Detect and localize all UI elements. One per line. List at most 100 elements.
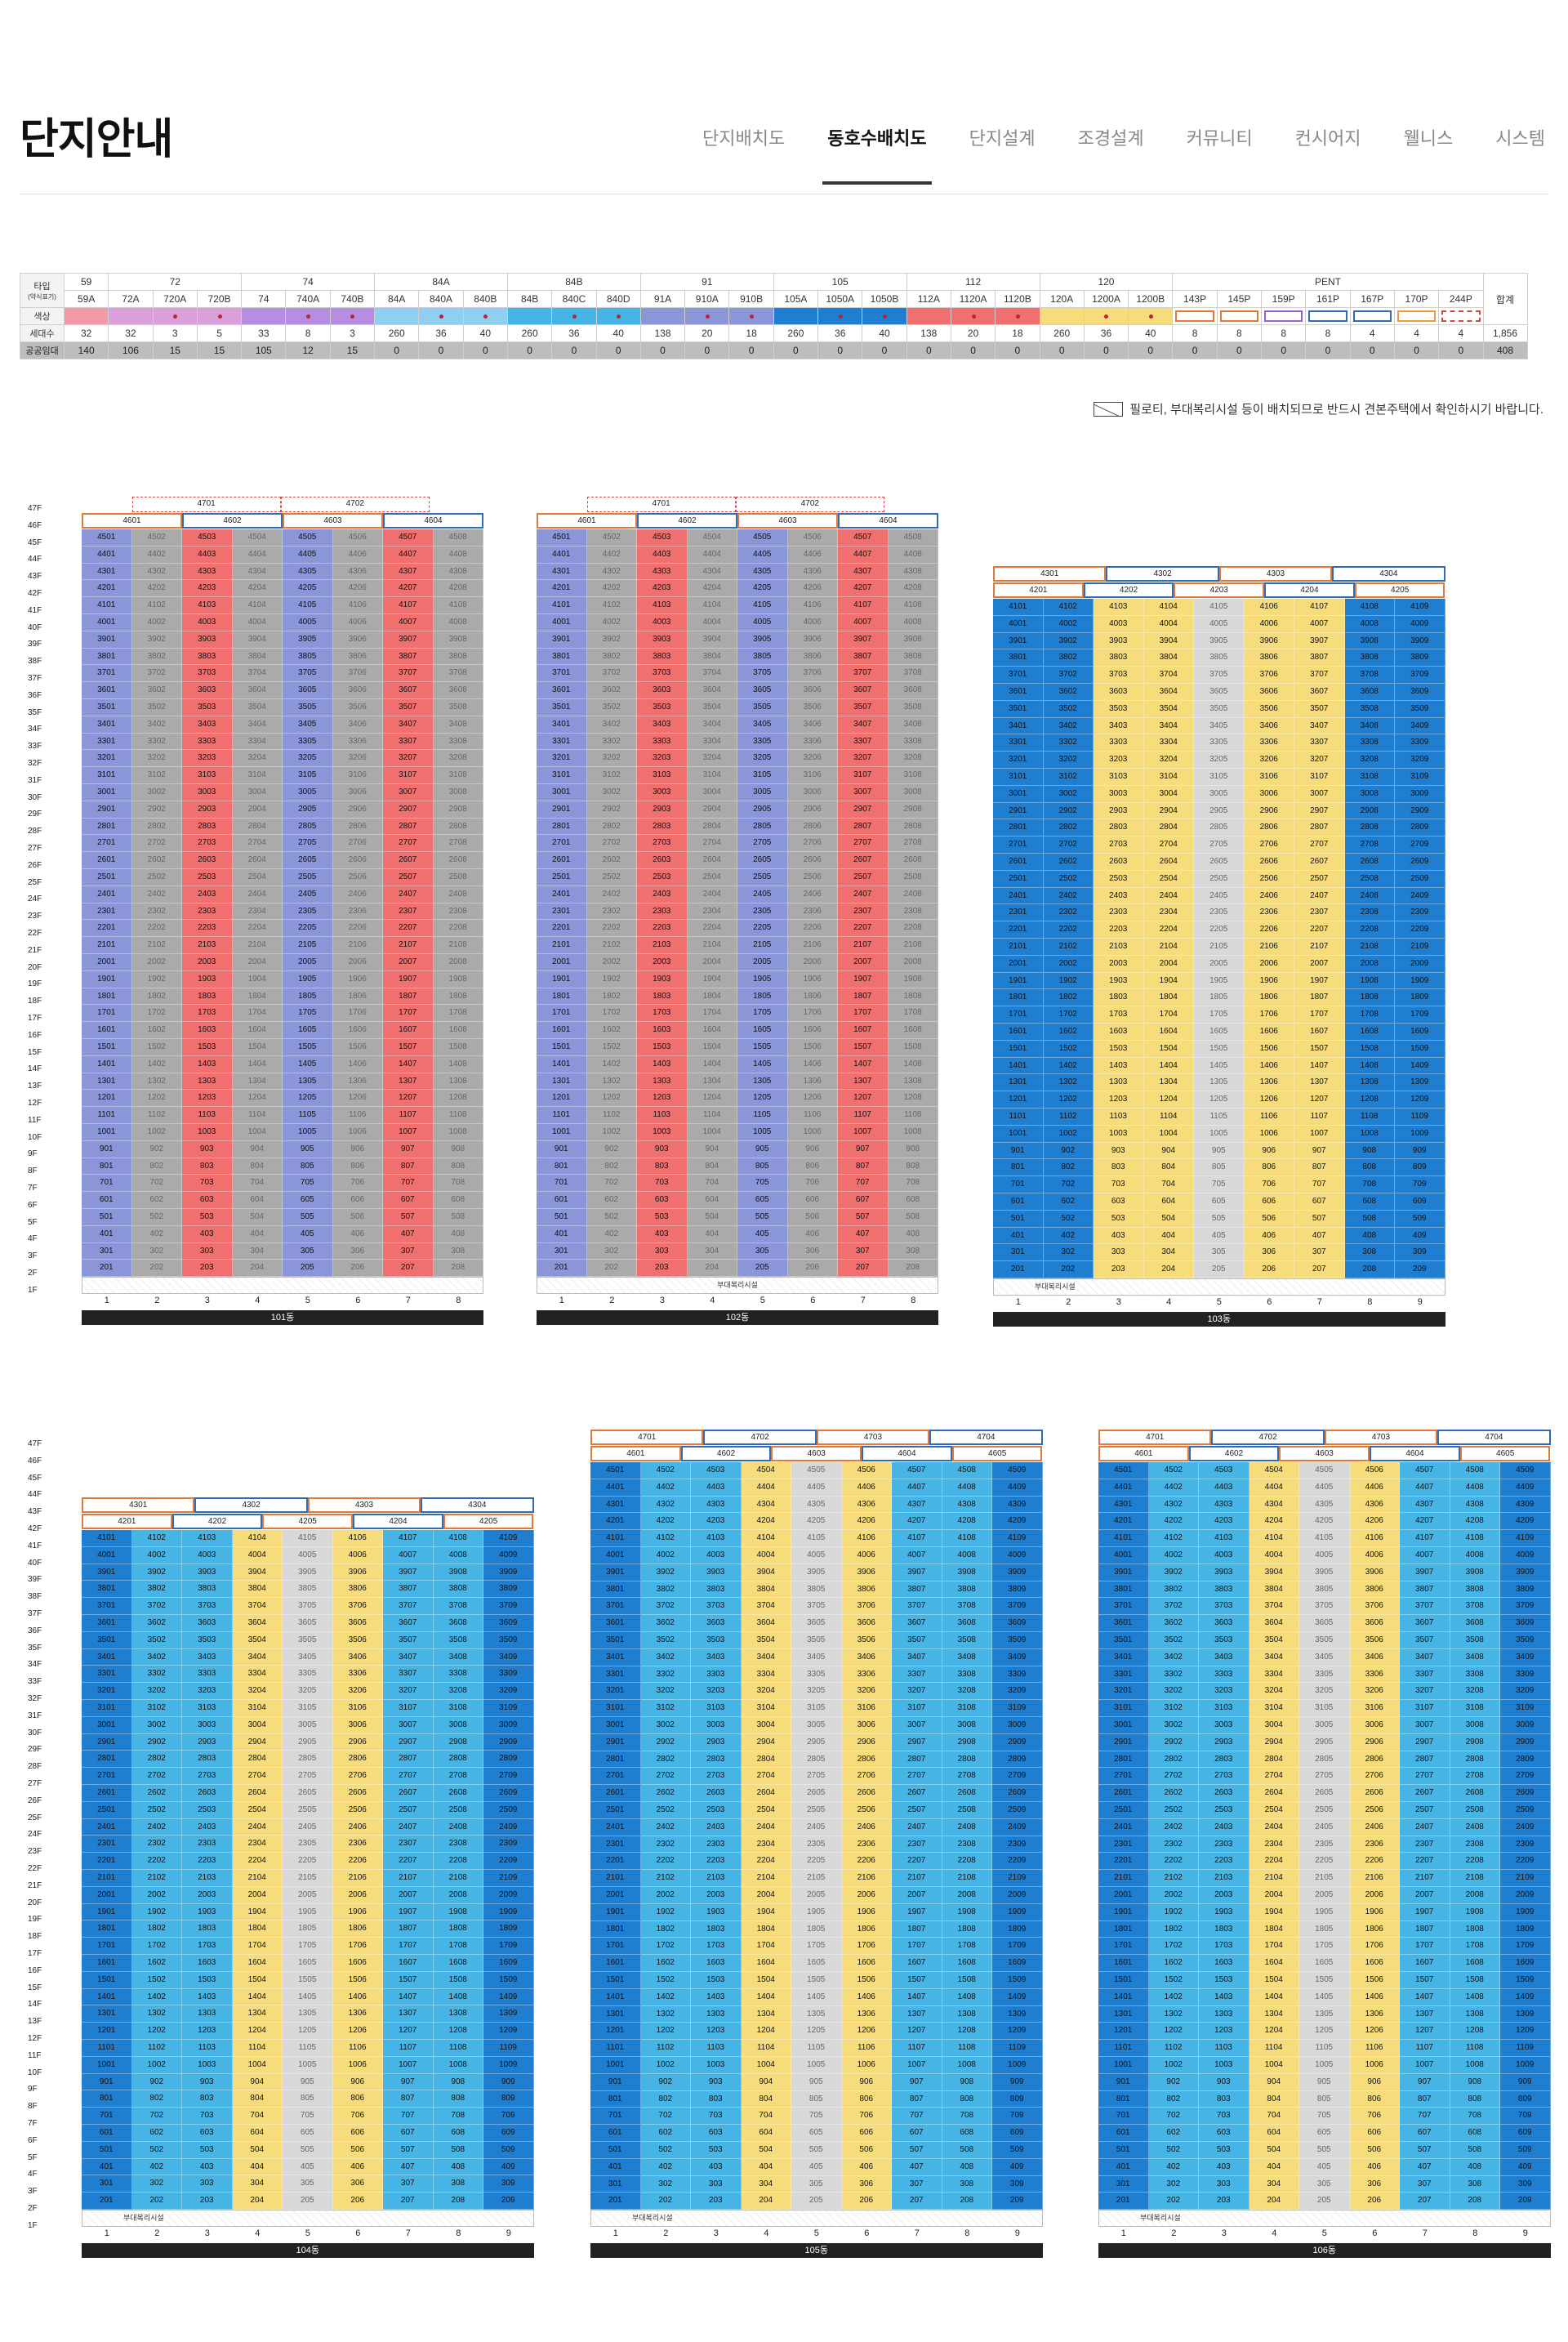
unit-cell[interactable]: 4102	[131, 1530, 182, 1547]
unit-cell[interactable]: 2402	[131, 1818, 182, 1836]
unit-cell[interactable]: 404	[232, 1225, 283, 1243]
unit-cell[interactable]: 2901	[82, 1733, 132, 1751]
unit-cell[interactable]: 4107	[383, 597, 434, 614]
unit-cell[interactable]: 501	[82, 2141, 132, 2159]
unit-cell[interactable]: 3109	[992, 1700, 1043, 1717]
unit-cell[interactable]: 3105	[283, 1700, 333, 1717]
unit-cell[interactable]: 4405	[791, 1479, 842, 1497]
unit-cell[interactable]: 4401	[590, 1479, 641, 1497]
unit-cell[interactable]: 2403	[1094, 887, 1144, 905]
unit-cell[interactable]: 1508	[1450, 1972, 1500, 1989]
unit-cell[interactable]: 3006	[841, 1717, 892, 1734]
unit-cell[interactable]: 4102	[640, 1530, 691, 1547]
unit-cell[interactable]: 1005	[791, 2057, 842, 2074]
unit-cell[interactable]: 3008	[1344, 785, 1395, 803]
unit-cell[interactable]: 701	[1098, 2108, 1149, 2126]
unit-cell[interactable]: 2202	[131, 920, 182, 938]
unit-cell[interactable]: 707	[383, 1175, 434, 1193]
unit-cell[interactable]: 2002	[131, 1886, 182, 1904]
unit-cell[interactable]: 1708	[433, 1938, 483, 1955]
unit-cell[interactable]: 2506	[1349, 1802, 1400, 1819]
unit-cell[interactable]: 3006	[1244, 785, 1294, 803]
unit-cell[interactable]: 504	[1143, 1210, 1194, 1228]
unit-cell[interactable]: 1706	[332, 1005, 383, 1023]
unit-cell[interactable]: 1901	[82, 970, 132, 988]
unit-cell[interactable]: 3809	[1500, 1581, 1551, 1599]
unit-cell[interactable]: 905	[1194, 1142, 1245, 1160]
unit-cell[interactable]: 2707	[383, 1768, 434, 1785]
unit-cell[interactable]: 2709	[1395, 836, 1446, 854]
unit-cell[interactable]: 4201	[82, 580, 132, 598]
unit-cell[interactable]: 2305	[283, 1836, 333, 1854]
unit-head-4604[interactable]: 4604	[383, 513, 483, 529]
unit-cell[interactable]: 2401	[1098, 1818, 1149, 1836]
unit-cell[interactable]: 3705	[791, 1598, 842, 1616]
unit-cell[interactable]: 4106	[841, 1530, 892, 1547]
unit-cell[interactable]: 4506	[1349, 1462, 1400, 1479]
unit-cell[interactable]: 3205	[791, 1683, 842, 1701]
unit-cell[interactable]: 2703	[1094, 836, 1144, 854]
unit-cell[interactable]: 606	[1244, 1193, 1294, 1211]
unit-cell[interactable]: 3402	[1148, 1648, 1199, 1666]
unit-cell[interactable]: 3203	[182, 1683, 233, 1700]
unit-cell[interactable]: 4504	[1249, 1462, 1299, 1479]
unit-cell[interactable]: 2006	[1349, 1887, 1400, 1904]
unit-cell[interactable]: 3801	[1098, 1581, 1149, 1599]
unit-cell[interactable]: 508	[942, 2142, 992, 2159]
unit-cell[interactable]: 1507	[892, 1972, 942, 1989]
unit-cell[interactable]: 3209	[483, 1683, 534, 1700]
unit-cell[interactable]: 4205	[283, 580, 333, 598]
unit-cell[interactable]: 2308	[942, 1836, 992, 1854]
unit-cell[interactable]: 3507	[892, 1632, 942, 1649]
unit-cell[interactable]: 706	[1244, 1176, 1294, 1193]
unit-cell[interactable]: 308	[942, 2175, 992, 2193]
unit-cell[interactable]: 1106	[1349, 2040, 1400, 2057]
unit-cell[interactable]: 4302	[640, 1496, 691, 1514]
unit-cell[interactable]: 2003	[1094, 955, 1144, 973]
unit-cell[interactable]: 3907	[1400, 1564, 1450, 1581]
unit-cell[interactable]: 1408	[888, 1055, 938, 1073]
unit-cell[interactable]: 3205	[737, 750, 788, 768]
unit-cell[interactable]: 1106	[332, 2040, 383, 2057]
unit-cell[interactable]: 2004	[232, 954, 283, 971]
unit-cell[interactable]: 3507	[838, 699, 889, 716]
unit-cell[interactable]: 807	[838, 1158, 889, 1175]
unit-cell[interactable]: 3807	[383, 648, 434, 666]
unit-cell[interactable]: 1706	[787, 1005, 838, 1023]
unit-cell[interactable]: 2301	[1098, 1836, 1149, 1854]
unit-cell[interactable]: 1605	[1194, 1024, 1245, 1041]
unit-cell[interactable]: 1808	[433, 1920, 483, 1938]
unit-cell[interactable]: 505	[1299, 2142, 1350, 2159]
unit-cell[interactable]: 305	[737, 1242, 788, 1260]
unit-cell[interactable]: 1304	[1143, 1074, 1194, 1092]
unit-cell[interactable]: 907	[383, 2073, 434, 2091]
unit-cell[interactable]: 2307	[1400, 1836, 1450, 1854]
unit-cell[interactable]: 2006	[332, 1886, 383, 1904]
unit-cell[interactable]: 2207	[838, 920, 889, 938]
unit-cell[interactable]: 2209	[1395, 921, 1446, 939]
unit-cell[interactable]: 804	[232, 2090, 283, 2108]
unit-cell[interactable]: 807	[1400, 2090, 1450, 2108]
unit-cell[interactable]: 3503	[182, 1631, 233, 1649]
unit-cell[interactable]: 3907	[1294, 632, 1345, 650]
unit-cell[interactable]: 2804	[1249, 1751, 1299, 1769]
unit-cell[interactable]: 409	[483, 2158, 534, 2176]
unit-cell[interactable]: 405	[1299, 2158, 1350, 2176]
unit-cell[interactable]: 4104	[1143, 599, 1194, 616]
unit-cell[interactable]: 705	[1299, 2108, 1350, 2126]
unit-cell[interactable]: 4002	[131, 614, 182, 631]
unit-cell[interactable]: 3101	[1098, 1700, 1149, 1717]
unit-cell[interactable]: 4306	[841, 1496, 892, 1514]
unit-cell[interactable]: 1207	[383, 2023, 434, 2040]
unit-cell[interactable]: 3501	[537, 699, 587, 716]
unit-cell[interactable]: 2305	[1299, 1836, 1350, 1854]
unit-head-4603[interactable]: 4603	[1279, 1446, 1370, 1461]
unit-cell[interactable]: 905	[283, 2073, 333, 2091]
unit-cell[interactable]: 3603	[182, 682, 233, 699]
unit-cell[interactable]: 3908	[942, 1564, 992, 1581]
unit-cell[interactable]: 3606	[332, 682, 383, 699]
unit-cell[interactable]: 1307	[892, 2005, 942, 2023]
unit-cell[interactable]: 1506	[841, 1972, 892, 1989]
unit-cell[interactable]: 3307	[1294, 734, 1345, 752]
unit-cell[interactable]: 3803	[637, 648, 688, 666]
